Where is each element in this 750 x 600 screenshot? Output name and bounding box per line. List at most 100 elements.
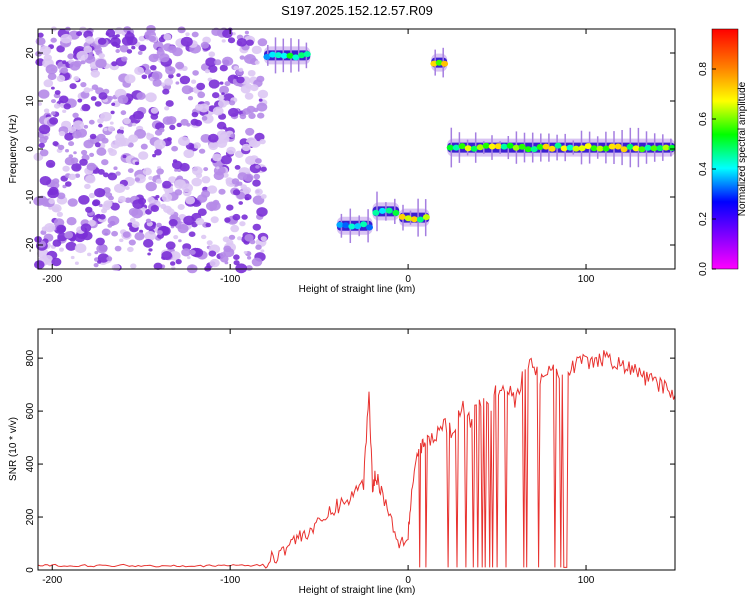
noise-cell: [183, 149, 195, 159]
signal-core: [336, 221, 344, 228]
noise-cell: [177, 204, 185, 210]
noise-cell: [175, 259, 182, 265]
noise-cell: [148, 248, 153, 252]
colorbar-tick-label: 0.4: [698, 162, 709, 176]
noise-cell: [166, 208, 175, 216]
noise-cell: [223, 245, 232, 253]
noise-cell: [124, 74, 136, 84]
signal-core: [410, 216, 418, 223]
noise-cell: [51, 86, 55, 90]
noise-cell: [80, 60, 86, 65]
y-tick-label: 600: [25, 402, 36, 419]
noise-cell: [174, 189, 183, 196]
noise-cell: [221, 92, 225, 96]
noise-cell: [200, 41, 210, 49]
noise-cell: [189, 249, 196, 255]
signal-core: [482, 142, 490, 149]
noise-cell: [145, 181, 157, 192]
noise-cell: [86, 162, 97, 171]
signal-core: [274, 52, 282, 59]
colorbar-tick-label: 0.6: [698, 112, 709, 126]
noise-cell: [110, 110, 115, 115]
noise-cell: [114, 183, 126, 193]
noise-cell: [107, 172, 118, 181]
noise-cell: [156, 222, 162, 228]
noise-cell: [245, 155, 257, 165]
noise-cell: [219, 252, 226, 258]
noise-cell: [165, 66, 176, 75]
noise-cell: [74, 173, 81, 178]
noise-cell: [111, 264, 121, 272]
noise-cell: [115, 34, 120, 38]
noise-cell: [155, 178, 162, 184]
noise-cell: [241, 214, 248, 220]
noise-cell: [118, 195, 127, 203]
y-tick-label: 400: [25, 455, 36, 472]
y-tick-label: 10: [25, 95, 36, 107]
noise-cell: [162, 116, 173, 125]
noise-cell: [232, 189, 241, 196]
signal-core: [590, 145, 598, 152]
noise-cell: [201, 190, 211, 198]
y-tick-label: -10: [25, 189, 36, 204]
noise-cell: [257, 89, 269, 99]
noise-cell: [205, 57, 217, 67]
noise-cell: [111, 61, 118, 67]
noise-cell: [65, 149, 69, 153]
noise-cell: [255, 165, 260, 169]
noise-cell: [56, 75, 66, 82]
noise-cell: [260, 236, 267, 242]
spectrogram-x-ticks: -200 -100 0 100: [42, 29, 595, 285]
noise-cell: [147, 252, 151, 256]
noise-cell: [56, 224, 67, 233]
noise-cell: [145, 218, 152, 223]
noise-cell: [98, 53, 106, 59]
snr-panel: -200 -100 0 100 800 600 400 200 0 Height of str…: [8, 328, 676, 596]
noise-cell: [152, 79, 162, 87]
noise-cell: [245, 197, 249, 201]
signal-core: [452, 144, 460, 151]
noise-cell: [68, 141, 75, 147]
noise-cell: [72, 112, 79, 119]
signal-core: [446, 144, 454, 151]
noise-cell: [195, 217, 205, 226]
noise-cell: [244, 234, 254, 242]
noise-cell: [185, 32, 190, 36]
signal-core: [269, 51, 277, 58]
noise-cell: [164, 78, 174, 86]
signal-core: [572, 145, 580, 152]
noise-cell: [222, 56, 234, 66]
noise-cell: [138, 151, 149, 160]
noise-cell: [111, 230, 118, 237]
noise-cell: [144, 231, 156, 241]
noise-cell: [175, 61, 185, 70]
spectrogram-x-label: Height of straight line (km): [299, 284, 416, 295]
noise-cell: [242, 186, 252, 194]
noise-cell: [141, 74, 148, 80]
noise-cell: [97, 260, 102, 264]
noise-cell: [52, 141, 59, 147]
noise-cell: [134, 232, 145, 241]
noise-cell: [162, 180, 172, 189]
noise-cell: [57, 144, 65, 151]
signal-core: [348, 223, 356, 230]
noise-cell: [260, 194, 267, 199]
noise-cell: [239, 221, 246, 227]
signal-core: [488, 143, 496, 150]
noise-cell: [226, 204, 234, 211]
noise-cell: [114, 245, 122, 252]
noise-cell: [131, 45, 136, 50]
noise-cell: [249, 163, 262, 174]
signal-core: [506, 142, 514, 149]
signal-core: [656, 145, 664, 152]
noise-cell: [165, 241, 176, 250]
noise-cell: [99, 214, 106, 220]
noise-cell: [168, 176, 177, 184]
noise-cell: [254, 188, 263, 196]
noise-cell: [208, 51, 216, 57]
noise-cell: [101, 137, 109, 144]
noise-cell: [148, 176, 154, 180]
noise-cell: [189, 265, 194, 269]
noise-cell: [96, 147, 107, 156]
noise-cell: [50, 37, 57, 43]
